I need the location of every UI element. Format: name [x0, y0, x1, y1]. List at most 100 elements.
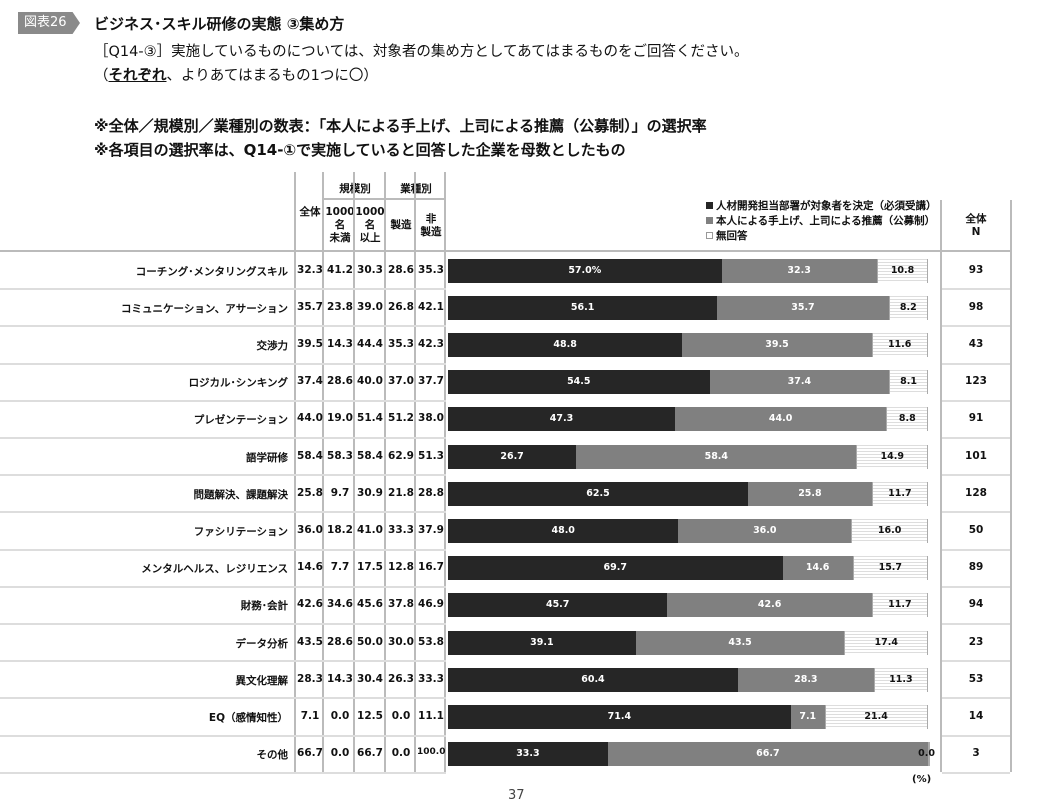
- bar-segment: 48.8: [448, 333, 683, 357]
- row-divider: [0, 585, 446, 588]
- table-cell: 66.7: [297, 747, 323, 760]
- data-label: 45.7: [545, 599, 570, 611]
- row-label: 異文化理解: [235, 674, 289, 687]
- bar-segment: 39.5: [682, 333, 872, 357]
- table-cell: 46.9: [418, 598, 444, 611]
- row-label: コミュニケーション、アサーション: [121, 302, 288, 315]
- row-divider: [0, 660, 446, 663]
- data-label: 14.9: [880, 450, 904, 462]
- table-cell: 7.7: [330, 561, 350, 574]
- instruction-rest: 、よりあてはまるもの1つに〇）: [166, 68, 378, 84]
- row-label: 問題解決、課題解決: [193, 488, 289, 501]
- data-label: 7.1: [799, 711, 817, 722]
- bar-segment: 57.0%: [448, 258, 722, 283]
- grid-line: [1010, 200, 1012, 772]
- table-cell: 30.3: [357, 263, 383, 276]
- row-divider: [942, 548, 1010, 551]
- table-cell: 0.0: [391, 710, 411, 722]
- bar-segment: 36.0: [678, 519, 852, 543]
- n-cell: 14: [968, 710, 984, 722]
- table-cell: 23.8: [327, 300, 353, 313]
- bar-segment: 26.7: [448, 444, 577, 469]
- bar-segment: 16.0: [851, 519, 928, 543]
- table-cell: 37.4: [297, 375, 323, 388]
- grid-line: [353, 172, 355, 772]
- header-manufacturing: 製造: [390, 219, 412, 231]
- data-label: 11.6: [887, 339, 912, 350]
- data-label: 43.5: [728, 636, 752, 648]
- bar-segment: 14.6: [782, 556, 853, 581]
- table-cell: 58.4: [297, 449, 323, 462]
- header-under-1000: 1000 名 未満: [325, 206, 355, 244]
- table-cell: 37.9: [418, 524, 444, 536]
- row-divider: [0, 474, 446, 477]
- bar-segment: 32.3: [721, 258, 877, 283]
- table-cell: 58.3: [327, 449, 353, 462]
- data-label: 35.7: [791, 301, 815, 313]
- data-label: 10.8: [890, 264, 915, 276]
- grid-line: [294, 172, 296, 772]
- bar-segment: 58.4: [576, 444, 857, 469]
- data-label: 0.0: [918, 748, 935, 760]
- table-cell: 30.0: [388, 635, 414, 648]
- bar-segment: 54.5: [448, 370, 710, 395]
- table-cell: 30.9: [357, 486, 383, 499]
- grid-line: [384, 172, 386, 772]
- data-label: 25.8: [798, 487, 822, 499]
- table-cell: 32.3: [297, 263, 323, 276]
- table-cell: 30.4: [357, 672, 383, 685]
- legend: 人材開発担当部署が対象者を決定（必須受講） 本人による手上げ、上司による推薦（公…: [706, 198, 937, 243]
- legend-item: 本人による手上げ、上司による推薦（公募制）: [706, 213, 937, 228]
- table-cell: 53.8: [418, 635, 444, 648]
- grid-line: [414, 172, 416, 772]
- row-divider: [0, 399, 446, 402]
- bar-segment: 25.8: [748, 481, 872, 506]
- bar-segment: 33.3: [448, 742, 608, 767]
- table-cell: 100.0: [417, 747, 446, 758]
- row-divider: [942, 697, 1010, 700]
- grid-line: [324, 198, 446, 200]
- table-cell: 33.3: [388, 524, 414, 536]
- row-label: メンタルヘルス、レジリエンス: [141, 563, 288, 576]
- data-label: 37.4: [787, 376, 812, 388]
- page-number: 37: [508, 788, 525, 803]
- bar-segment: 48.0: [448, 519, 679, 543]
- paren: （: [94, 68, 109, 84]
- row-divider: [0, 288, 446, 291]
- grid-line: [444, 172, 446, 772]
- bar-segment: 8.2: [888, 295, 928, 320]
- table-cell: 0.0: [330, 710, 350, 722]
- data-label: 14.6: [805, 562, 830, 574]
- row-divider: [0, 437, 446, 439]
- data-label: 33.3: [516, 748, 540, 760]
- bar-segment: 11.6: [871, 333, 928, 357]
- n-cell: 94: [968, 598, 984, 611]
- data-label: 8.2: [899, 301, 917, 313]
- data-label: 17.4: [874, 636, 898, 648]
- legend-item: 人材開発担当部署が対象者を決定（必須受講）: [706, 198, 937, 213]
- table-cell: 37.0: [388, 375, 414, 388]
- data-label: 15.7: [878, 562, 903, 574]
- table-cell: 17.5: [357, 561, 383, 574]
- table-cell: 39.5: [297, 338, 323, 350]
- legend-label: 本人による手上げ、上司による推薦（公募制）: [716, 215, 936, 227]
- table-cell: 26.3: [388, 672, 414, 685]
- table-cell: 33.3: [418, 672, 444, 685]
- table-cell: 66.7: [357, 747, 383, 760]
- grid-line: [940, 200, 942, 772]
- legend-label: 人材開発担当部署が対象者を決定（必須受講）: [716, 200, 937, 212]
- row-divider: [942, 585, 1010, 588]
- row-divider: [0, 548, 446, 551]
- bar-segment: 8.8: [886, 407, 929, 432]
- table-cell: 12.5: [357, 710, 383, 722]
- emphasis: それぞれ: [108, 68, 167, 84]
- header-non-manufacturing: 非 製造: [420, 213, 442, 238]
- note-2: ※各項目の選択率は、Q14-①で実施していると回答した企業を母数としたもの: [94, 141, 626, 159]
- table-cell: 42.3: [418, 338, 444, 350]
- bar-segment: 11.7: [871, 481, 928, 506]
- data-label: 16.0: [877, 525, 902, 536]
- row-label: ファシリテーション: [193, 526, 288, 538]
- row-label: EQ（感情知性）: [208, 712, 288, 724]
- table-cell: 58.4: [357, 449, 383, 462]
- row-label: その他: [256, 749, 289, 762]
